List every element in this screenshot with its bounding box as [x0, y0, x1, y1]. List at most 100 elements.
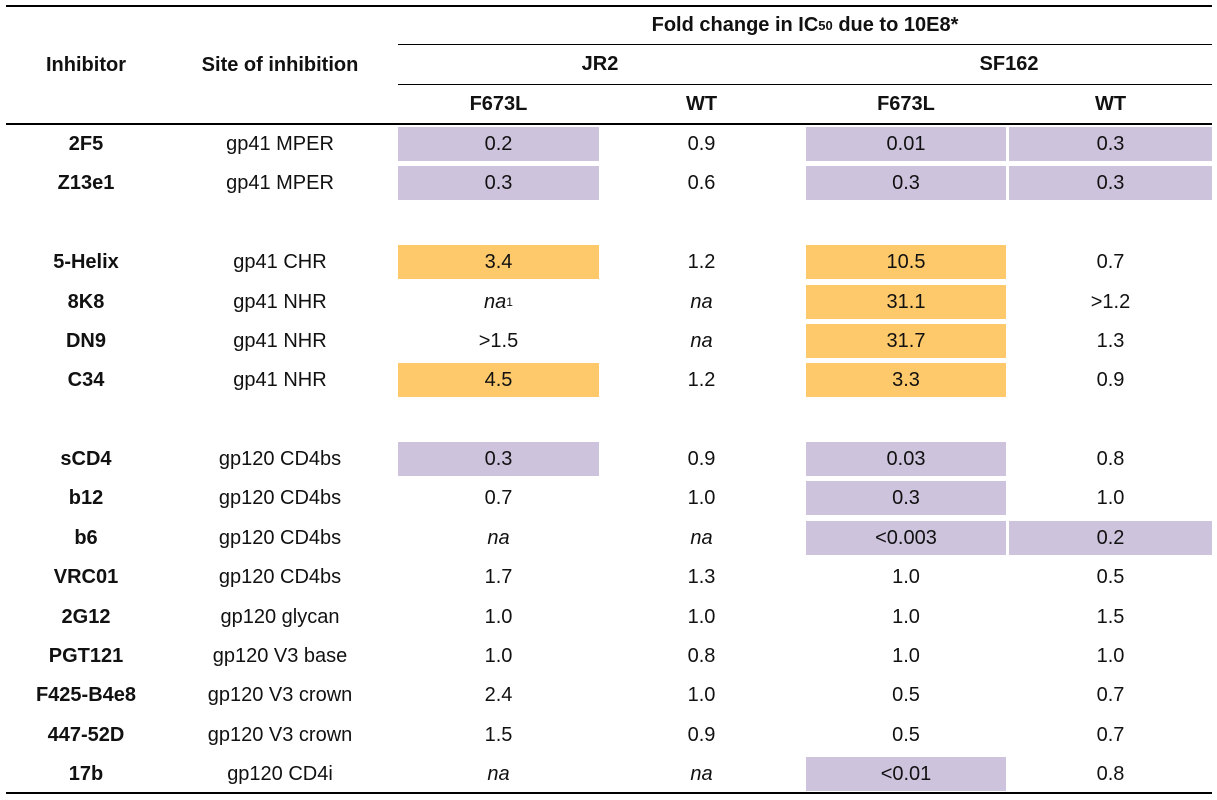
sf162-f673l-value: 10.5	[806, 245, 1006, 279]
jr2-f673l-value: na	[398, 521, 599, 555]
top-rule	[6, 5, 1212, 7]
sf162-f673l-value: 1.0	[806, 600, 1006, 634]
site-cell: gp41 NHR	[233, 329, 327, 352]
inhibitor-cell: DN9	[65, 329, 106, 352]
site-cell: gp120 V3 crown	[207, 723, 353, 746]
value-text: 1.0	[892, 565, 920, 588]
value-text: na	[690, 329, 713, 352]
sf162-wt-value: 0.3	[1009, 166, 1212, 200]
value-text: 31.1	[886, 290, 926, 313]
value-text: 1.3	[687, 565, 716, 588]
value-text: 1.5	[484, 723, 513, 746]
jr2-f673l-value: 0.7	[398, 481, 599, 515]
value-text: 0.5	[1096, 565, 1125, 588]
site-cell: gp41 MPER	[226, 171, 334, 194]
sf162-wt-value: 0.5	[1009, 560, 1212, 594]
sf162-f673l-value: <0.003	[806, 521, 1006, 555]
jr2-f673l-value: 0.3	[398, 442, 599, 476]
sf162-f673l-header: F673L	[877, 92, 935, 115]
inhibitor-cell: Z13e1	[57, 171, 115, 194]
jr2-f673l-value: 1.0	[398, 600, 599, 634]
value-text: 0.9	[687, 723, 716, 746]
value-text: 0.7	[484, 486, 513, 509]
fold-change-header: Fold change in IC 50 due to 10E8*	[398, 6, 1212, 44]
jr2-f673l-value: 0.3	[398, 166, 599, 200]
value-text: 1.0	[484, 605, 513, 628]
value-text: 1.0	[687, 486, 716, 509]
value-text: na	[487, 526, 510, 549]
value-text: 1.7	[484, 565, 513, 588]
sf162-wt-value: 1.0	[1009, 481, 1212, 515]
value-text: 0.03	[886, 447, 926, 470]
value-text: <0.01	[880, 762, 932, 785]
value-text: 1.3	[1096, 329, 1125, 352]
sf162-wt-value: 0.3	[1009, 127, 1212, 161]
value-text: 0.7	[1096, 723, 1125, 746]
value-text: na	[690, 762, 713, 785]
value-text: na	[690, 526, 713, 549]
site-cell: gp120 CD4bs	[218, 526, 342, 549]
sf162-wt-value: 0.7	[1009, 718, 1212, 752]
value-text: 1.0	[1096, 486, 1125, 509]
jr2-wt-value: na	[601, 324, 802, 358]
value-text: 0.5	[892, 723, 920, 746]
sf162-f673l-value: 3.3	[806, 363, 1006, 397]
inhibitor-cell: 8K8	[67, 290, 105, 313]
value-text: 0.9	[1096, 368, 1125, 391]
site-cell: gp41 NHR	[233, 290, 327, 313]
value-text: <0.003	[875, 526, 937, 549]
site-cell: gp41 CHR	[233, 250, 327, 273]
inhibitor-cell: b12	[68, 486, 104, 509]
value-text: 0.3	[1096, 171, 1125, 194]
sf162-wt-value: 0.8	[1009, 442, 1212, 476]
sf162-f673l-value: <0.01	[806, 757, 1006, 791]
value-text: 0.7	[1096, 250, 1125, 273]
sf162-f673l-value: 31.1	[806, 285, 1006, 319]
value-text: 0.2	[484, 132, 513, 155]
jr2-wt-value: 0.9	[601, 442, 802, 476]
inhibitor-cell: b6	[74, 526, 98, 549]
jr2-f673l-value: 0.2	[398, 127, 599, 161]
value-text: na	[690, 290, 713, 313]
jr2-wt-value: 1.0	[601, 678, 802, 712]
value-text: 0.8	[687, 644, 716, 667]
value-text: 1.2	[687, 250, 716, 273]
jr2-wt-value: na	[601, 521, 802, 555]
sf162-header: SF162	[979, 53, 1039, 75]
value-text: 2.4	[484, 683, 513, 706]
sf162-f673l-value: 31.7	[806, 324, 1006, 358]
inhibitor-cell: 5-Helix	[53, 250, 119, 273]
value-text: 0.8	[1096, 762, 1125, 785]
site-cell: gp120 CD4bs	[218, 447, 342, 470]
sf162-f673l-value: 0.01	[806, 127, 1006, 161]
fold-change-suffix: due to 10E8*	[832, 13, 959, 36]
jr2-wt-value: na	[601, 757, 802, 791]
sf162-wt-value: >1.2	[1009, 285, 1212, 319]
jr2-wt-value: 1.3	[601, 560, 802, 594]
value-text: 0.5	[892, 683, 920, 706]
sf162-wt-value: 1.5	[1009, 600, 1212, 634]
sf162-f673l-value: 0.5	[806, 718, 1006, 752]
jr2-header: JR2	[581, 53, 619, 75]
jr2-wt-value: 1.2	[601, 363, 802, 397]
sf162-wt-value: 0.7	[1009, 678, 1212, 712]
value-text: 3.3	[892, 368, 920, 391]
value-text: 0.01	[886, 132, 926, 155]
value-text: 0.6	[687, 171, 716, 194]
jr2-wt-value: 1.0	[601, 481, 802, 515]
sf162-f673l-value: 1.0	[806, 639, 1006, 673]
jr2-f673l-value: 1.0	[398, 639, 599, 673]
jr2-f673l-value: 2.4	[398, 678, 599, 712]
jr2-f673l-value: 1.5	[398, 718, 599, 752]
value-text: 10.5	[886, 250, 926, 273]
value-text: 0.2	[1096, 526, 1125, 549]
inhibitor-cell: F425-B4e8	[35, 683, 137, 706]
value-text: 1.2	[687, 368, 716, 391]
site-cell: gp120 V3 crown	[207, 683, 353, 706]
site-cell: gp120 CD4bs	[218, 565, 342, 588]
bottom-rule	[6, 792, 1212, 794]
value-text: 1.0	[1096, 644, 1125, 667]
value-text: 1.0	[687, 683, 716, 706]
sf162-wt-value: 0.7	[1009, 245, 1212, 279]
site-cell: gp120 V3 base	[212, 644, 348, 667]
